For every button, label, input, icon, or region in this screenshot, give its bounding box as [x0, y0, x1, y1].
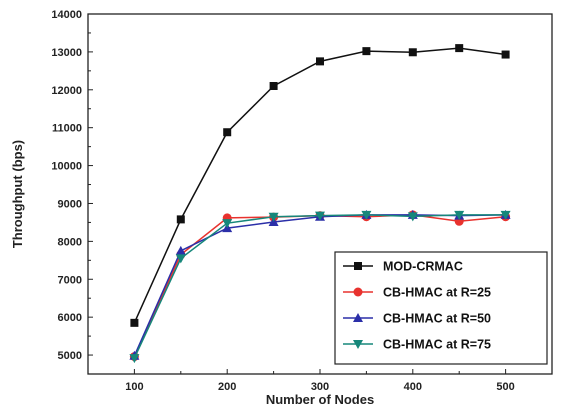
- y-tick-label: 8000: [58, 236, 82, 248]
- legend-label: CB-HMAC at R=50: [383, 312, 491, 326]
- x-tick-label: 100: [125, 381, 143, 393]
- legend-label: CB-HMAC at R=75: [383, 338, 491, 352]
- data-point: [222, 219, 233, 229]
- y-tick-label: 6000: [58, 312, 82, 324]
- y-tick-label: 10000: [51, 161, 82, 173]
- x-tick-label: 500: [496, 381, 514, 393]
- y-axis: 5000 6000 7000 8000 9000 10000 11000 12000 13000…: [51, 9, 93, 375]
- y-tick-label: 7000: [58, 274, 82, 286]
- data-point: [129, 354, 140, 364]
- x-tick-label: 400: [404, 381, 422, 393]
- data-point: [501, 50, 510, 59]
- data-point: [315, 211, 325, 221]
- legend-swatch-marker: [354, 262, 362, 270]
- series-3: [129, 210, 511, 364]
- y-axis-title: Throughput (bps): [10, 140, 25, 248]
- series-0: [130, 44, 510, 327]
- y-tick-label: 5000: [58, 350, 82, 362]
- x-axis: 100 200 300 400 500: [125, 369, 515, 393]
- data-point: [269, 82, 278, 90]
- series-layer: [129, 44, 511, 364]
- data-point: [175, 254, 186, 264]
- data-point: [500, 210, 511, 220]
- legend-swatch-marker: [353, 313, 363, 322]
- data-point: [362, 47, 371, 56]
- data-point: [407, 212, 418, 222]
- data-point: [454, 210, 465, 220]
- legend-box: [334, 251, 548, 365]
- y-tick-label: 12000: [51, 85, 82, 97]
- legend-swatch-marker: [353, 287, 363, 297]
- data-point: [268, 212, 279, 222]
- y-tick-label: 11000: [52, 123, 82, 135]
- legend-swatch-marker: [353, 340, 363, 349]
- x-tick-label: 200: [218, 381, 236, 393]
- data-point: [361, 210, 372, 220]
- data-point: [455, 44, 464, 53]
- data-point: [223, 128, 232, 137]
- y-tick-label: 9000: [58, 198, 82, 210]
- x-axis-title: Number of Nodes: [266, 392, 374, 407]
- legend-label: CB-HMAC at R=25: [383, 286, 491, 300]
- data-point: [176, 215, 185, 224]
- data-point: [316, 57, 324, 66]
- y-tick-label: 14000: [51, 9, 82, 21]
- x-tick-label: 300: [311, 381, 329, 393]
- data-point: [175, 245, 186, 255]
- legend: MOD-CRMAC CB-HMAC at R=25 CB-HMAC at R=50 C…: [334, 251, 548, 365]
- data-point: [130, 318, 139, 327]
- y-tick-label: 13000: [51, 47, 82, 59]
- legend-label: MOD-CRMAC: [383, 260, 463, 274]
- data-point: [408, 48, 417, 57]
